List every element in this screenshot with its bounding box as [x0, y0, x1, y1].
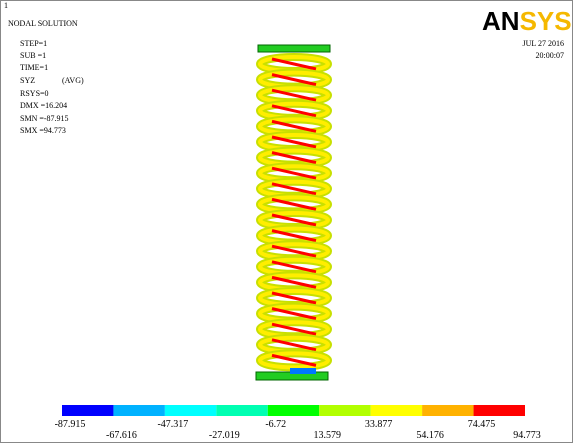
info-line: SYZ — [20, 76, 35, 85]
legend-swatch — [113, 405, 164, 416]
legend-label: -27.019 — [209, 430, 240, 441]
time: 20:00:07 — [536, 51, 564, 60]
logo-main: AN — [482, 6, 520, 36]
legend-label: 13.579 — [313, 430, 341, 441]
info-line: (AVG) — [62, 76, 84, 85]
top-plate — [258, 45, 330, 52]
legend-label: 74.475 — [468, 419, 496, 430]
legend-swatch — [165, 405, 216, 416]
legend-label: -67.616 — [106, 430, 137, 441]
legend-swatch — [268, 405, 319, 416]
legend-label: 54.176 — [416, 430, 444, 441]
legend-swatch — [216, 405, 267, 416]
legend-label: 33.877 — [365, 419, 393, 430]
legend-swatch — [474, 405, 525, 416]
info-line: RSYS=0 — [20, 89, 49, 98]
logo: ANSYS — [482, 6, 572, 36]
logo-accent: SYS — [520, 6, 572, 36]
legend-label: -87.915 — [55, 419, 86, 430]
legend-label: -47.317 — [157, 419, 188, 430]
legend-swatch — [319, 405, 370, 416]
info-line: DMX =16.204 — [20, 101, 67, 110]
legend-swatch — [422, 405, 473, 416]
bottom-contact — [290, 368, 316, 374]
legend-swatch — [371, 405, 422, 416]
viewport-number: 1 — [4, 1, 8, 10]
info-line: SUB =1 — [20, 51, 46, 60]
legend-label: 94.773 — [513, 430, 541, 441]
date: JUL 27 2016 — [523, 39, 564, 48]
info-line: SMN =-87.915 — [20, 114, 69, 123]
info-line: SMX =94.773 — [20, 126, 66, 135]
legend-swatch — [62, 405, 113, 416]
info-line: TIME=1 — [20, 63, 48, 72]
info-line: STEP=1 — [20, 39, 47, 48]
legend-label: -6.72 — [265, 419, 286, 430]
ansys-window: 1 NODAL SOLUTION ANSYS JUL 27 2016 20:00… — [0, 0, 573, 443]
title: NODAL SOLUTION — [8, 19, 78, 28]
